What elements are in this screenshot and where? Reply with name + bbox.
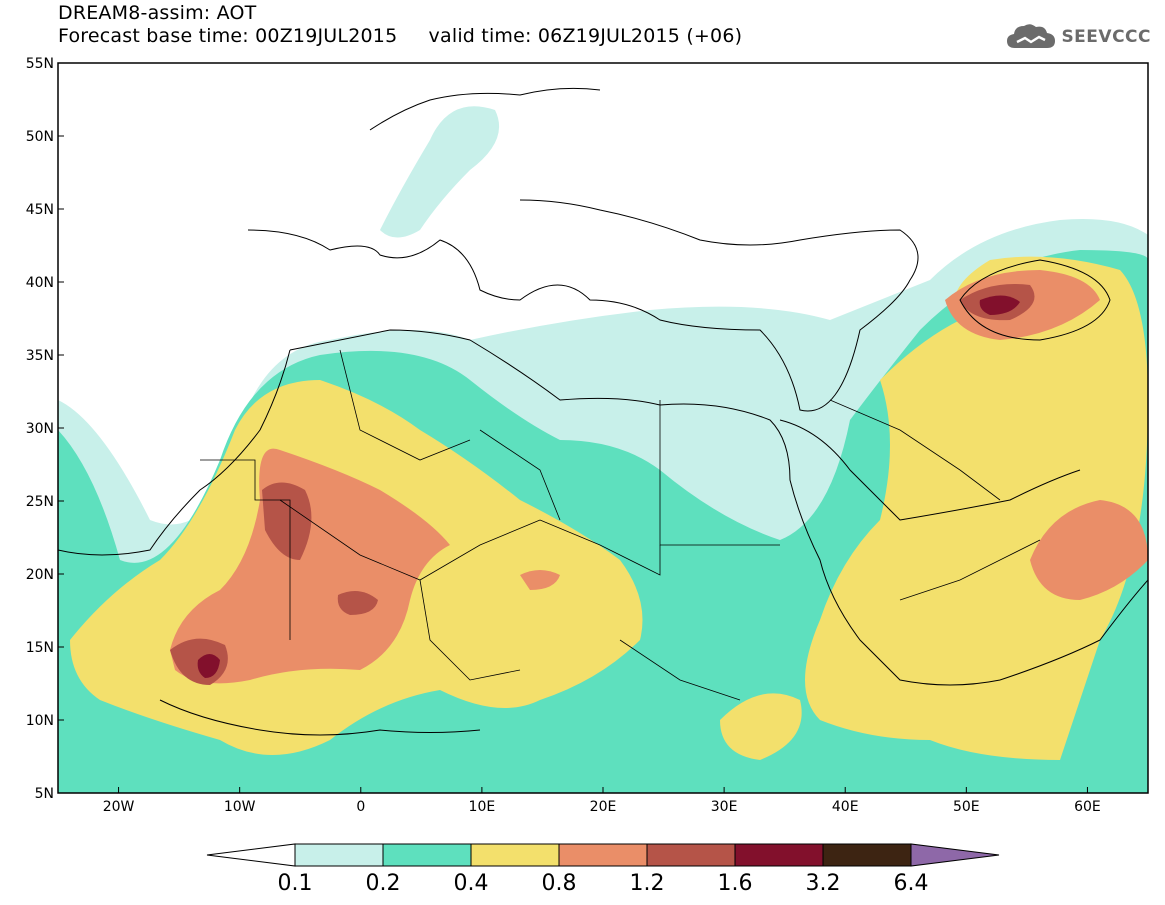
lon-tick-label: 60E	[1074, 799, 1101, 815]
lat-tick-label: 10N	[26, 713, 54, 729]
map-header: DREAM8-assim: AOT Forecast base time: 00…	[58, 2, 742, 48]
colorbar-swatch	[382, 843, 472, 867]
lat-tick-label: 20N	[26, 567, 54, 583]
colorbar-swatch	[734, 843, 824, 867]
lon-tick-label: 0	[356, 799, 365, 815]
aot-band-1.6-b	[979, 295, 1020, 315]
colorbar-high-arrow	[910, 843, 1000, 867]
colorbar-swatch	[646, 843, 736, 867]
cloud-icon	[1007, 24, 1056, 48]
aot-band-1.6	[197, 654, 220, 678]
colorbar-low-arrow	[206, 843, 296, 867]
colorbar-label: 0.8	[542, 871, 577, 896]
lon-tick-label: 20E	[590, 799, 617, 815]
aot-band-0.8-oman	[1030, 500, 1148, 600]
lat-tick-label: 50N	[26, 129, 54, 145]
colorbar-label: 1.2	[630, 871, 665, 896]
lon-tick-label: 50E	[953, 799, 980, 815]
colorbar-label: 6.4	[894, 871, 929, 896]
colorbar-swatch	[470, 843, 560, 867]
lon-tick-label: 10W	[224, 799, 256, 815]
lon-tick-label: 20W	[103, 799, 135, 815]
lat-tick-label: 45N	[26, 202, 54, 218]
lat-tick-label: 15N	[26, 640, 54, 656]
subtitle: Forecast base time: 00Z19JUL2015 valid t…	[58, 25, 743, 47]
lat-tick-label: 55N	[26, 56, 54, 72]
lat-tick-label: 40N	[26, 275, 54, 291]
lat-tick-label: 5N	[35, 786, 54, 802]
aot-field	[58, 106, 1148, 793]
title: DREAM8-assim: AOT	[58, 2, 257, 24]
lon-tick-label: 40E	[832, 799, 859, 815]
seevccc-logo: SEEVCCC	[1005, 20, 1151, 54]
coastlines	[58, 87, 1148, 736]
colorbar-label: 3.2	[806, 871, 841, 896]
aot-band-0.4-patch	[720, 693, 802, 760]
colorbar-label: 1.6	[718, 871, 753, 896]
logo-text: SEEVCCC	[1061, 27, 1151, 47]
lon-tick-label: 30E	[711, 799, 738, 815]
aot-band-0.8-patch	[520, 570, 560, 590]
lon-tick-label: 10E	[469, 799, 496, 815]
aot-band-1.2-b	[337, 591, 378, 615]
lat-tick-label: 25N	[26, 494, 54, 510]
aot-band-0.8	[170, 448, 450, 684]
colorbar-swatch	[558, 843, 648, 867]
aot-band-1.2	[262, 482, 312, 560]
colorbar-label: 0.4	[454, 871, 489, 896]
latitude-axis: 55N 50N 45N 40N 35N 30N 25N 20N 15N 10N 5N	[26, 56, 64, 802]
aot-band-0.4-east	[805, 256, 1148, 760]
colorbar-swatch	[294, 843, 384, 867]
borders	[200, 349, 1041, 701]
colorbar-swatch	[822, 843, 912, 867]
lat-tick-label: 30N	[26, 421, 54, 437]
colorbar-label: 0.1	[278, 871, 313, 896]
lat-tick-label: 35N	[26, 348, 54, 364]
aot-band-0.1-north	[380, 106, 500, 238]
longitude-axis: 20W 10W 0 10E 20E 30E 40E 50E 60E	[103, 787, 1101, 815]
colorbar-label: 0.2	[366, 871, 401, 896]
